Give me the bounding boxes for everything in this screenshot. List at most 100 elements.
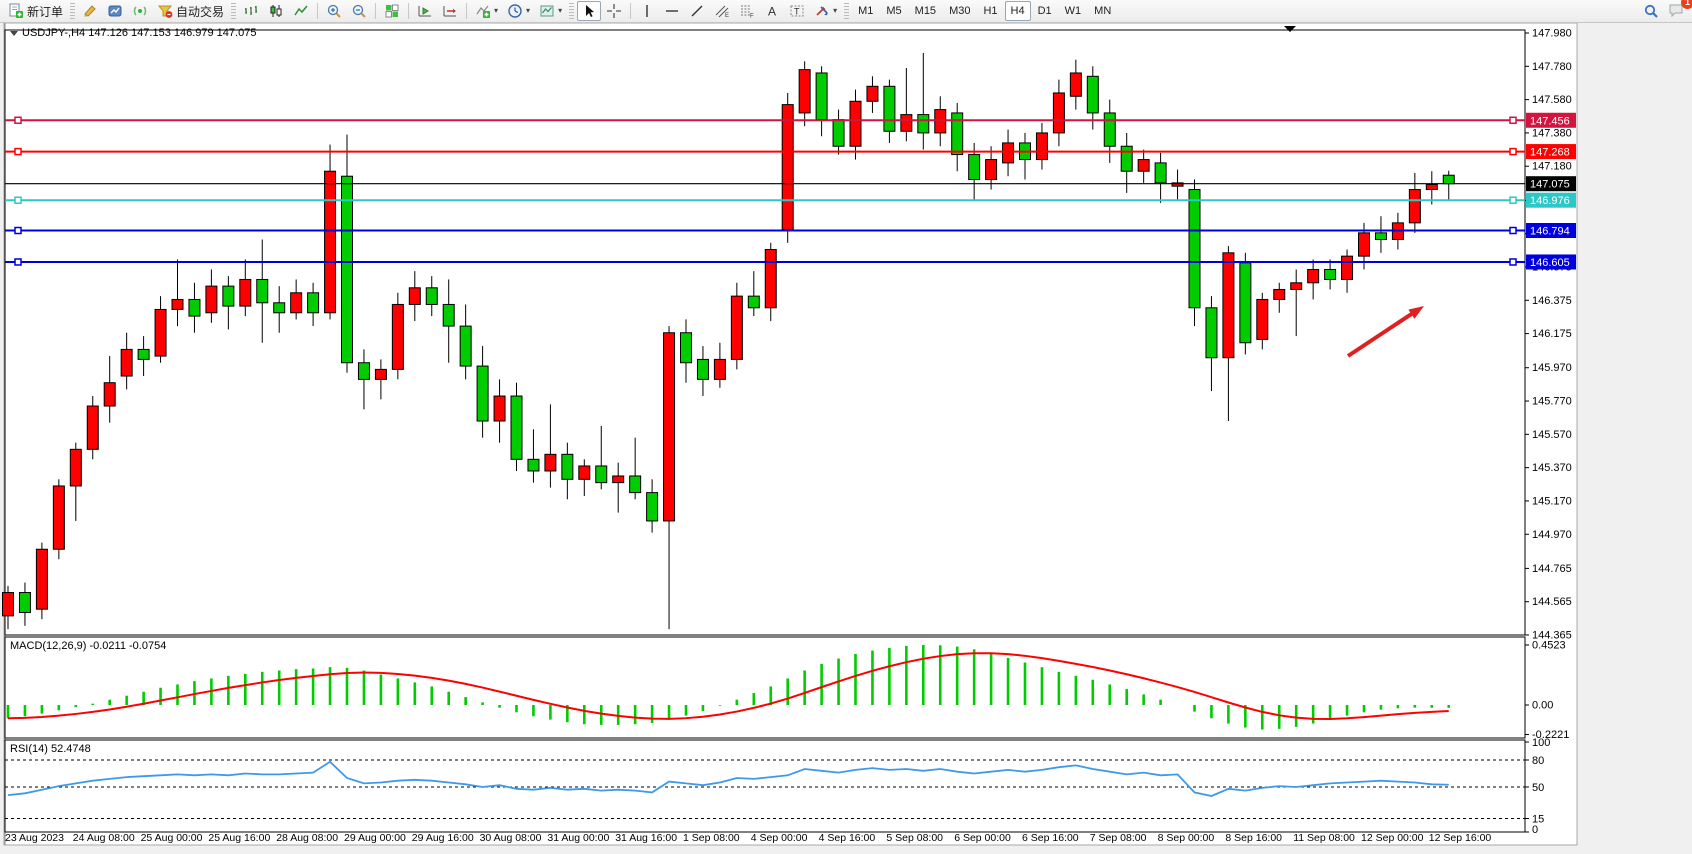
svg-text:A: A (768, 5, 776, 19)
svg-text:6 Sep 00:00: 6 Sep 00:00 (954, 832, 1011, 844)
search-button[interactable] (1639, 1, 1663, 21)
bar-chart-button[interactable] (239, 1, 263, 21)
svg-text:5 Sep 08:00: 5 Sep 08:00 (886, 832, 943, 844)
equidistant-channel-icon: E (715, 5, 729, 19)
styler-button[interactable] (78, 1, 102, 21)
zoom-in-button[interactable] (322, 1, 346, 21)
trend-arrow-annotation[interactable] (1346, 306, 1424, 358)
templates-button[interactable]: ▾ (535, 1, 566, 21)
time-axis: 23 Aug 2023 24 Aug 08:00 25 Aug 00:00 25 Au… (5, 832, 1491, 844)
svg-text:100: 100 (1532, 737, 1550, 749)
toolbar-separator (317, 3, 319, 19)
vertical-line-tool-button[interactable] (635, 1, 659, 21)
chart-shift-button[interactable] (438, 1, 462, 21)
svg-text:6 Sep 16:00: 6 Sep 16:00 (1022, 832, 1079, 844)
horizontal-line-147.268[interactable]: 147.268 (5, 144, 1576, 160)
text-label-tool-button[interactable]: T (785, 1, 809, 21)
line-chart-button[interactable] (289, 1, 313, 21)
tile-windows-button[interactable] (380, 1, 404, 21)
dropdown-caret-icon: ▾ (494, 6, 499, 15)
macd-panel: 0.4523 0.00 -0.2221 (6, 639, 1569, 741)
svg-text:144.970: 144.970 (1532, 529, 1572, 541)
new-order-icon (9, 3, 23, 18)
zoom-out-button[interactable] (347, 1, 371, 21)
svg-text:144.765: 144.765 (1532, 563, 1572, 575)
search-icon (1644, 4, 1658, 18)
horizontal-line-146.794[interactable]: 146.794 (5, 223, 1576, 239)
timeframe-m15[interactable]: M15 (909, 1, 942, 21)
candlestick-chart-button[interactable] (264, 1, 288, 21)
svg-text:145.770: 145.770 (1532, 396, 1572, 408)
svg-text:T: T (794, 7, 800, 17)
svg-text:25 Aug 00:00: 25 Aug 00:00 (141, 832, 203, 844)
auto-trading-icon (157, 5, 173, 18)
svg-text:0: 0 (1532, 824, 1538, 836)
svg-text:145.570: 145.570 (1532, 429, 1572, 441)
timeframe-m5[interactable]: M5 (880, 1, 907, 21)
periods-button[interactable]: ▾ (503, 1, 534, 21)
timeframe-d1[interactable]: D1 (1032, 1, 1058, 21)
svg-text:146.375: 146.375 (1532, 295, 1572, 307)
toolbar-separator (466, 3, 468, 19)
horizontal-line-tool-button[interactable] (660, 1, 684, 21)
dropdown-caret-icon: ▾ (558, 6, 563, 15)
timeframe-m30[interactable]: M30 (943, 1, 976, 21)
clock-icon (508, 4, 522, 18)
timeframe-h4[interactable]: H4 (1004, 1, 1031, 21)
chart-shift-marker[interactable] (1284, 26, 1296, 32)
arrows-tool-button[interactable]: ▾ (810, 1, 841, 21)
timeframe-h1[interactable]: H1 (977, 1, 1003, 21)
timeframe-mn[interactable]: MN (1088, 1, 1117, 21)
candlestick-chart-icon (270, 5, 282, 17)
auto-scroll-button[interactable] (413, 1, 437, 21)
rsi-panel: 100 80 50 150 (5, 737, 1550, 836)
horizontal-line-146.605[interactable]: 146.605 (5, 254, 1576, 270)
svg-text:11 Sep 08:00: 11 Sep 08:00 (1293, 832, 1355, 844)
svg-text:147.780: 147.780 (1532, 61, 1572, 73)
chart-window[interactable]: 147.980 147.780 147.580 147.380 147.180 146.9… (0, 22, 1692, 854)
auto-scroll-icon (418, 6, 432, 17)
timeframe-w1[interactable]: W1 (1059, 1, 1088, 21)
arrows-icon (816, 6, 828, 16)
trendline-tool-button[interactable] (685, 1, 709, 21)
price-chart[interactable]: 147.980 147.780 147.580 147.380 147.180 146.9… (0, 22, 1692, 854)
timeframe-m1[interactable]: M1 (852, 1, 879, 21)
chart-shift-icon (443, 6, 457, 17)
cursor-tool-button[interactable] (577, 1, 602, 21)
crayon-icon (84, 5, 96, 17)
new-order-button[interactable]: 新订单 (4, 1, 67, 21)
text-tool-button[interactable]: A (760, 1, 784, 21)
horizontal-line-147.456[interactable]: 147.456 (5, 112, 1576, 128)
profiles-button[interactable] (103, 1, 127, 21)
svg-text:146.605: 146.605 (1530, 257, 1570, 269)
current-price-line: 147.075 (5, 176, 1576, 192)
top-toolbar: 新订单 (0, 0, 1692, 23)
svg-text:31 Aug 00:00: 31 Aug 00:00 (547, 832, 609, 844)
trendline-icon (691, 5, 703, 17)
template-icon (540, 5, 554, 17)
svg-text:145.170: 145.170 (1532, 495, 1572, 507)
svg-text:147.456: 147.456 (1530, 115, 1570, 127)
svg-text:0.4523: 0.4523 (1532, 639, 1566, 651)
channel-tool-button[interactable]: E (710, 1, 734, 21)
signal-icon (133, 6, 147, 16)
text-icon: A (768, 5, 776, 19)
horizontal-line-146.976[interactable]: 146.976 (5, 192, 1576, 208)
toolbar-grip (844, 3, 850, 19)
svg-text:-0.2221: -0.2221 (1532, 729, 1569, 741)
svg-text:145.370: 145.370 (1532, 462, 1572, 474)
line-chart-icon (294, 5, 308, 16)
indicators-button[interactable]: ▾ (471, 1, 502, 21)
svg-text:144.365: 144.365 (1532, 630, 1572, 642)
auto-trading-button[interactable]: 自动交易 (153, 1, 228, 21)
signals-button[interactable] (128, 1, 152, 21)
svg-text:147.980: 147.980 (1532, 28, 1572, 40)
toolbar-grip (70, 3, 76, 19)
dropdown-caret-icon: ▾ (526, 6, 531, 15)
crosshair-tool-button[interactable] (602, 1, 626, 21)
svg-text:29 Aug 16:00: 29 Aug 16:00 (412, 832, 474, 844)
fibonacci-tool-button[interactable]: F (735, 1, 759, 21)
svg-text:80: 80 (1532, 755, 1544, 767)
svg-text:50: 50 (1532, 782, 1544, 794)
chat-notification-badge[interactable]: 1 (1681, 0, 1692, 9)
